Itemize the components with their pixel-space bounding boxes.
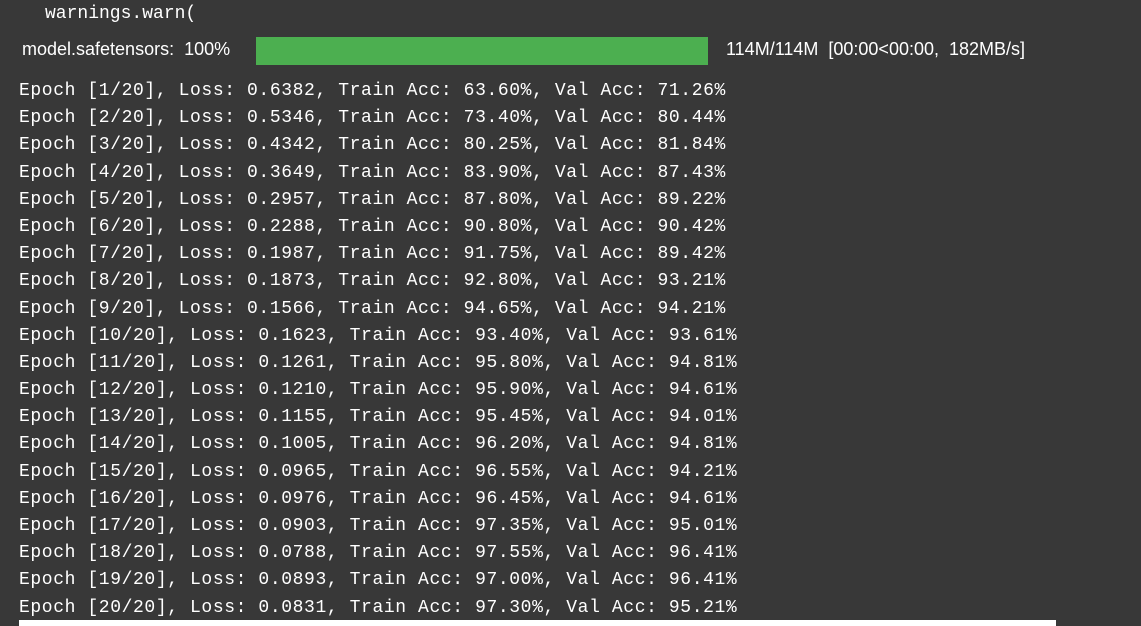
log-line: Epoch [20/20], Loss: 0.0831, Train Acc: … — [19, 597, 738, 618]
log-line: Epoch [2/20], Loss: 0.5346, Train Acc: 7… — [19, 108, 726, 129]
log-line: Epoch [10/20], Loss: 0.1623, Train Acc: … — [19, 325, 738, 346]
log-line: Epoch [7/20], Loss: 0.1987, Train Acc: 9… — [19, 244, 726, 265]
log-line: Epoch [13/20], Loss: 0.1155, Train Acc: … — [19, 407, 738, 428]
log-line: Epoch [8/20], Loss: 0.1873, Train Acc: 9… — [19, 271, 726, 292]
progress-bar — [255, 36, 709, 66]
log-line: Epoch [15/20], Loss: 0.0965, Train Acc: … — [19, 461, 738, 482]
log-line: Epoch [19/20], Loss: 0.0893, Train Acc: … — [19, 570, 738, 591]
log-line: Epoch [14/20], Loss: 0.1005, Train Acc: … — [19, 434, 738, 455]
log-line: Epoch [1/20], Loss: 0.6382, Train Acc: 6… — [19, 81, 726, 101]
progress-stats: 114M/114M [00:00<00:00, 182MB/s] — [726, 39, 1026, 59]
log-line: Epoch [4/20], Loss: 0.3649, Train Acc: 8… — [19, 162, 726, 183]
log-line: Epoch [6/20], Loss: 0.2288, Train Acc: 9… — [19, 216, 726, 237]
progress-label: model.safetensors: 100% — [22, 39, 231, 59]
output-scrollbar[interactable] — [19, 620, 1056, 626]
log-line: Epoch [11/20], Loss: 0.1261, Train Acc: … — [19, 352, 738, 373]
log-line: Epoch [17/20], Loss: 0.0903, Train Acc: … — [19, 516, 738, 536]
log-line: Epoch [16/20], Loss: 0.0976, Train Acc: … — [19, 488, 738, 509]
download-progress: model.safetensors: 100% 114M/114M [00:00… — [22, 36, 1122, 66]
training-log: Epoch [1/20], Loss: 0.6382, Train Acc: 6… — [19, 78, 737, 622]
log-line: Epoch [5/20], Loss: 0.2957, Train Acc: 8… — [19, 189, 726, 210]
log-line: Epoch [9/20], Loss: 0.1566, Train Acc: 9… — [19, 298, 726, 319]
log-line: Epoch [12/20], Loss: 0.1210, Train Acc: … — [19, 380, 738, 401]
progress-bar-fill — [256, 37, 708, 65]
warning-line: warnings.warn( — [45, 4, 197, 24]
log-line: Epoch [18/20], Loss: 0.0788, Train Acc: … — [19, 543, 738, 564]
log-line: Epoch [3/20], Loss: 0.4342, Train Acc: 8… — [19, 135, 726, 156]
